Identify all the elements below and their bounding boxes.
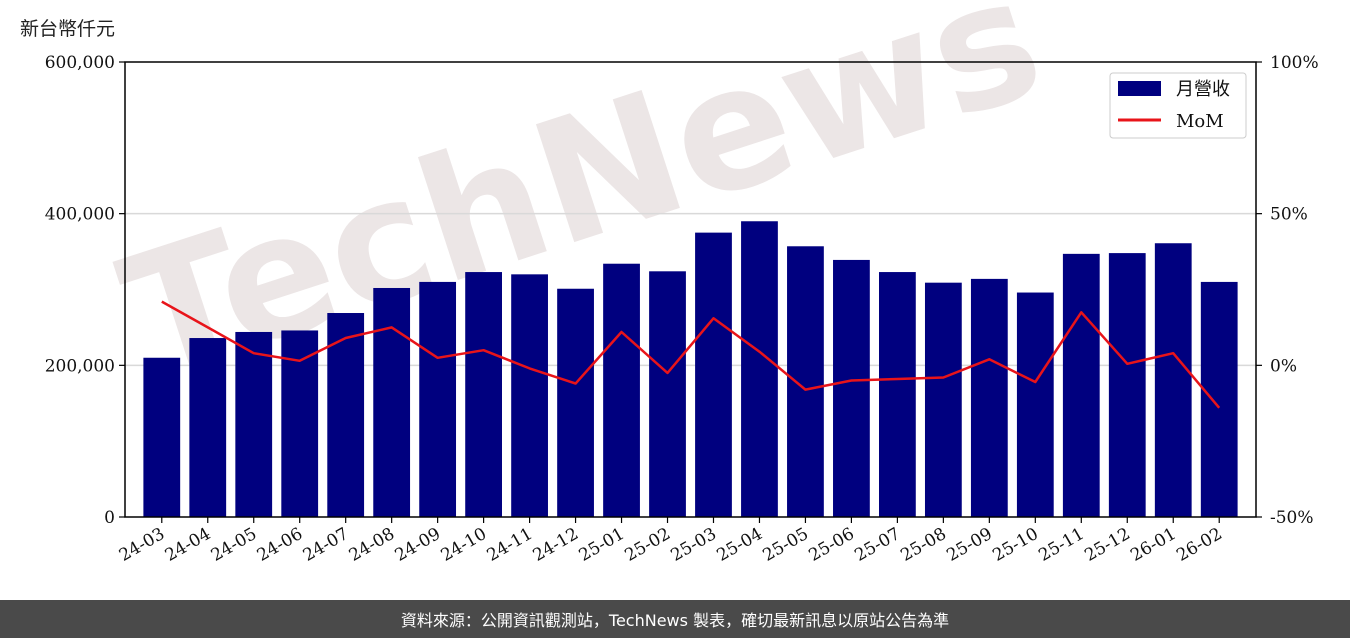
bar [419, 281, 457, 517]
x-tick-label: 24-12 [530, 524, 582, 566]
bar [1062, 253, 1100, 517]
bar [833, 259, 870, 517]
y-axis-unit-label: 新台幣仟元 [20, 18, 116, 40]
bar [1016, 292, 1054, 517]
x-tick-label: 25-05 [759, 524, 811, 566]
legend-label-revenue: 月營收 [1176, 79, 1230, 100]
x-tick-label: 26-01 [1127, 524, 1179, 566]
x-tick-label: 25-09 [943, 524, 995, 566]
bar [327, 313, 365, 517]
y-left-tick-label: 200,000 [45, 356, 115, 376]
x-axis: 24-0324-0424-0524-0624-0724-0824-0924-10… [116, 517, 1226, 566]
y-axis-left: 0 200,000 400,000 600,000 [45, 53, 125, 528]
mom-line [161, 300, 1221, 409]
y-left-tick-label: 0 [104, 508, 115, 528]
bar [373, 287, 411, 517]
y-left-tick-label: 600,000 [45, 53, 115, 73]
legend: 月營收 MoM [1109, 72, 1247, 139]
y-left-tick-label: 400,000 [45, 205, 115, 225]
bar [1200, 281, 1238, 517]
bar [1154, 243, 1192, 517]
bar [603, 263, 640, 517]
bar [143, 357, 181, 517]
y-right-tick-label: -50% [1270, 508, 1314, 528]
y-right-tick-label: 0% [1270, 356, 1297, 376]
x-tick-label: 25-06 [805, 524, 857, 566]
x-tick-label: 24-09 [392, 524, 444, 566]
bar [741, 221, 778, 517]
x-tick-label: 24-03 [116, 524, 168, 566]
source-footer: 資料來源：公開資訊觀測站，TechNews 製表，確切最新訊息以原站公告為準 [0, 600, 1350, 638]
x-tick-label: 24-04 [162, 524, 214, 566]
bar [511, 274, 548, 517]
x-tick-label: 24-08 [346, 524, 398, 566]
bar [465, 272, 502, 517]
x-tick-label: 24-07 [300, 524, 352, 566]
bar [924, 282, 962, 517]
x-tick-label: 24-06 [254, 524, 306, 566]
x-tick-label: 25-10 [989, 524, 1041, 566]
legend-swatch-bar [1118, 81, 1161, 96]
x-tick-label: 25-08 [897, 524, 949, 566]
bar [649, 271, 686, 517]
footer-text: 資料來源：公開資訊觀測站，TechNews 製表，確切最新訊息以原站公告為準 [400, 611, 950, 630]
x-tick-label: 25-04 [714, 524, 766, 566]
x-tick-label: 25-07 [851, 524, 903, 566]
bar [557, 288, 594, 517]
x-tick-label: 24-05 [208, 524, 260, 566]
bar [189, 338, 227, 517]
x-tick-label: 25-12 [1081, 524, 1133, 566]
x-tick-label: 25-01 [576, 524, 628, 566]
bar [879, 272, 916, 517]
x-tick-label: 25-11 [1035, 524, 1087, 566]
plot-frame [124, 61, 1257, 518]
y-axis-right: -50% 0% 50% 100% [1256, 53, 1319, 528]
x-tick-label: 24-10 [438, 524, 490, 566]
y-right-tick-label: 100% [1270, 53, 1319, 73]
bar [695, 232, 732, 517]
x-tick-label: 26-02 [1173, 524, 1225, 566]
x-tick-label: 25-02 [622, 524, 674, 566]
mom-series [161, 300, 1221, 409]
x-tick-label: 24-11 [484, 524, 536, 566]
bar [970, 278, 1008, 517]
x-tick-label: 25-03 [668, 524, 720, 566]
legend-label-mom: MoM [1176, 111, 1224, 132]
bar [235, 331, 273, 517]
bar-series [143, 221, 1238, 517]
bar [1108, 253, 1146, 517]
bar [787, 246, 824, 517]
y-right-tick-label: 50% [1270, 205, 1308, 225]
